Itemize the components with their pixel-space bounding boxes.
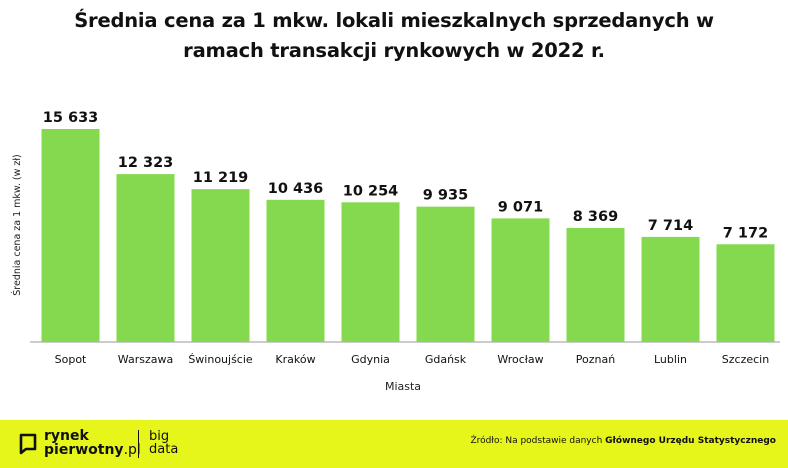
x-tick-label: Poznań	[576, 353, 615, 366]
value-label: 10 436	[268, 181, 324, 197]
bars-group	[41, 129, 775, 342]
value-label: 7 714	[648, 218, 693, 234]
source-prefix: Źródło: Na podstawie danych	[470, 436, 606, 446]
value-label: 15 633	[43, 110, 99, 126]
x-tick-label: Sopot	[55, 353, 87, 366]
value-label: 10 254	[343, 183, 399, 199]
brand-line-1: rynek	[44, 428, 89, 444]
brand-logo-text: rynek pierwotny.pl	[44, 429, 141, 457]
x-tick-label: Gdańsk	[425, 353, 467, 366]
x-tick-label: Wrocław	[497, 353, 543, 366]
x-axis-title: Miasta	[385, 380, 421, 393]
rynekpierwotny-logo-icon	[19, 433, 37, 455]
value-label: 9 071	[498, 199, 543, 215]
bar-poznań	[566, 227, 625, 342]
bar-świnoujście	[191, 189, 250, 342]
bar-kraków	[266, 199, 325, 342]
bar-warszawa	[116, 174, 175, 342]
footer-bar: rynek pierwotny.pl big data Źródło: Na p…	[0, 420, 788, 468]
bar-gdańsk	[416, 206, 475, 342]
y-axis-title: Średnia cena za 1 mkw. (w zł)	[11, 154, 23, 296]
x-tick-label: Warszawa	[118, 353, 173, 366]
value-labels-group: 15 633 12 323 11 219 10 436 10 254 9 935 9 071…	[43, 110, 768, 241]
bar-sopot	[41, 129, 100, 342]
chart-title-line-1: Średnia cena za 1 mkw. lokali mieszkalny…	[74, 9, 714, 32]
brand-line-2: pierwotny.pl	[44, 443, 141, 457]
x-tick-label: Kraków	[275, 353, 315, 366]
source-note: Źródło: Na podstawie danych Głównego Urz…	[471, 436, 777, 446]
brand-suffix: .pl	[123, 442, 141, 458]
source-name: Głównego Urzędu Statystycznego	[605, 436, 776, 446]
x-tick-label: Gdynia	[351, 353, 390, 366]
bigdata-logo-text: big data	[149, 430, 178, 456]
bar-wrocław	[491, 218, 550, 342]
y-axis-title-group: Średnia cena za 1 mkw. (w zł)	[11, 154, 23, 296]
chart-title-line-2: ramach transakcji rynkowych w 2022 r.	[183, 39, 605, 62]
value-label: 9 935	[423, 188, 468, 204]
value-label: 11 219	[193, 170, 249, 186]
x-tick-label: Szczecin	[722, 353, 769, 366]
x-tick-label: Lublin	[654, 353, 687, 366]
bar-gdynia	[341, 202, 400, 342]
value-label: 8 369	[573, 209, 618, 225]
brand-name: pierwotny	[44, 442, 124, 458]
tick-labels-group: Sopot Warszawa Świnoujście Kraków Gdynia Gdań…	[55, 353, 770, 366]
value-label: 7 172	[723, 225, 768, 241]
logo-divider	[138, 430, 139, 458]
bar-chart: Średnia cena za 1 mkw. (w zł) 15 633 12 3…	[11, 110, 780, 393]
partner-line-1: big	[149, 429, 170, 444]
bar-lublin	[641, 236, 700, 342]
x-tick-label: Świnoujście	[188, 353, 253, 366]
chart-title: Średnia cena za 1 mkw. lokali mieszkalny…	[0, 6, 788, 66]
bar-szczecin	[716, 244, 775, 342]
value-label: 12 323	[118, 155, 174, 171]
partner-line-2: data	[149, 442, 179, 457]
